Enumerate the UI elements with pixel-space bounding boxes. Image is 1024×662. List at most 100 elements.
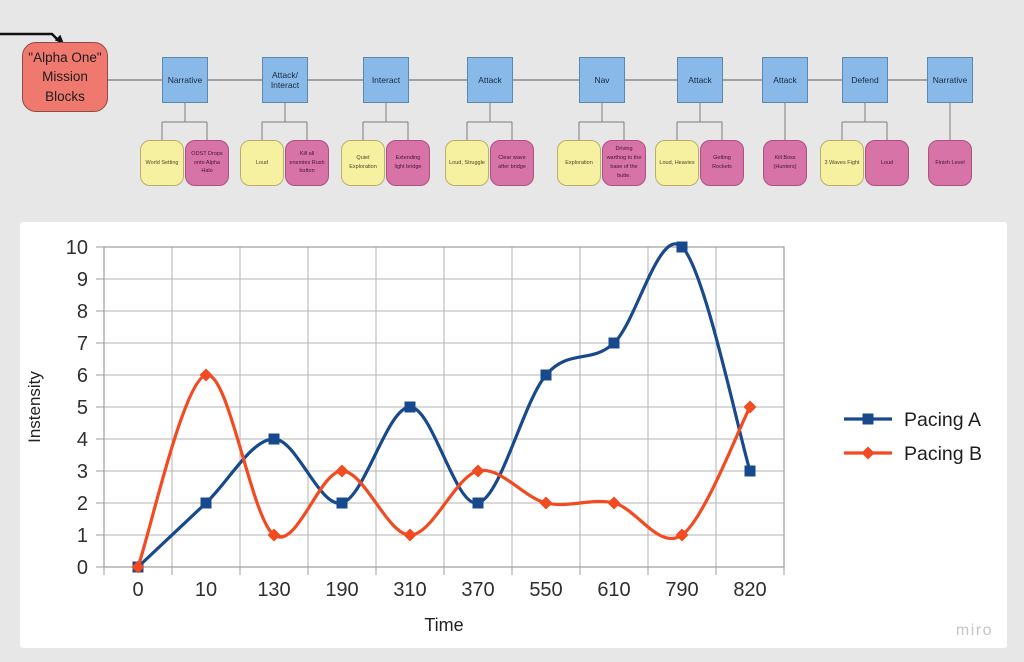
flow-note-odst-drops-onto-alpha-halo[interactable]: ODST Drops onto Alpha Halo xyxy=(185,140,229,186)
flow-stage-label: Attack/ Interact xyxy=(270,69,300,90)
x-tick-label: 10 xyxy=(195,579,217,601)
pacing-chart-panel[interactable]: 0 1 2 3 4 5 6 7 8 9 10 0 10 130 190 310 370 550 610 790 820 T… xyxy=(20,222,1007,648)
legend-label-pacing-a: Pacing A xyxy=(904,409,981,431)
flow-note-label: Kill all enemies Rush button xyxy=(289,150,325,175)
series-marker-pacing-b xyxy=(743,400,757,414)
flow-note-label: Loud, Struggle xyxy=(449,159,485,166)
series-marker-pacing-a xyxy=(472,497,484,509)
plot-border xyxy=(103,246,785,568)
flow-connectors xyxy=(0,32,951,140)
y-tick-label: 1 xyxy=(77,525,88,547)
miro-watermark: miro xyxy=(955,622,993,639)
flow-stage-label: Defend xyxy=(851,74,879,85)
y-tick-label: 2 xyxy=(77,493,88,515)
flow-connector xyxy=(578,103,625,140)
chart-grid xyxy=(96,246,785,575)
flow-connector xyxy=(161,103,208,140)
series-marker-pacing-b xyxy=(675,528,689,542)
flow-stage-node-defend-7[interactable]: Defend xyxy=(842,57,888,103)
flow-stage-node-nav-4[interactable]: Nav xyxy=(579,57,625,103)
flow-note-label: ODST Drops onto Alpha Halo xyxy=(191,150,223,175)
x-tick-label: 370 xyxy=(461,579,494,601)
flow-note-label: Kill Boss (Hunters) xyxy=(773,155,797,170)
flow-note-quiet-exploration[interactable]: Quiet Exploration xyxy=(341,140,385,186)
y-tick-label: 3 xyxy=(77,461,88,483)
y-tick-label: 9 xyxy=(77,269,88,291)
flow-stage-label: Attack xyxy=(478,74,502,85)
flow-note-label: 3 Waves Fight xyxy=(824,159,860,166)
flow-note-label: Clear wave after bridge xyxy=(498,155,526,170)
flow-note-loud-heavies[interactable]: Loud, Heavies xyxy=(655,140,699,186)
flow-connector xyxy=(676,103,723,140)
flow-note-kill-boss-hunters[interactable]: Kill Boss (Hunters) xyxy=(763,140,807,186)
y-tick-label: 4 xyxy=(77,429,88,451)
flow-note-driving-warthog-to-the-base-of-the-butte[interactable]: Driving warthog to the base of the butte… xyxy=(602,140,646,186)
flow-note-label: Loud xyxy=(880,159,894,166)
series-marker-pacing-b xyxy=(539,496,553,510)
flow-note-loud[interactable]: Loud xyxy=(240,140,284,186)
x-tick-label: 190 xyxy=(325,579,358,601)
series-marker-pacing-b xyxy=(131,560,145,574)
flow-note-label: Extending light bridge xyxy=(394,155,422,170)
flow-note-loud-struggle[interactable]: Loud, Struggle xyxy=(445,140,489,186)
series-marker-pacing-b xyxy=(607,496,621,510)
series-marker-pacing-a xyxy=(540,369,552,381)
flow-connector xyxy=(362,103,409,140)
flow-stage-node-interact-2[interactable]: Interact xyxy=(363,57,409,103)
legend-marker-pacing-a xyxy=(862,413,874,425)
flow-note-label: Quiet Exploration xyxy=(349,155,377,170)
arrow-connector xyxy=(0,32,59,41)
x-tick-label: 820 xyxy=(733,579,766,601)
flow-connector xyxy=(466,103,513,140)
series-marker-pacing-a xyxy=(404,401,416,413)
flow-connector xyxy=(261,103,308,140)
y-tick-label: 0 xyxy=(77,557,88,579)
flow-stage-node-attack-6[interactable]: Attack xyxy=(762,57,808,103)
flow-stage-node-attack-5[interactable]: Attack xyxy=(677,57,723,103)
flow-note-world-setting[interactable]: World Setting xyxy=(140,140,184,186)
flow-note-label: Getting Rockets xyxy=(712,155,732,170)
series-marker-pacing-a xyxy=(744,465,756,477)
series-marker-pacing-a xyxy=(268,433,280,445)
flow-note-getting-rockets[interactable]: Getting Rockets xyxy=(700,140,744,186)
flow-stage-label: Attack xyxy=(688,74,712,85)
flow-note-label: Loud, Heavies xyxy=(659,159,695,166)
flow-root-node[interactable]: "Alpha One" Mission Blocks xyxy=(22,42,108,112)
flow-note-label: Exploration xyxy=(565,159,593,166)
flow-note-kill-all-enemies-rush-button[interactable]: Kill all enemies Rush button xyxy=(285,140,329,186)
flow-connector xyxy=(841,103,888,140)
flow-stage-node-narrative-8[interactable]: Narrative xyxy=(927,57,973,103)
x-tick-label: 310 xyxy=(393,579,426,601)
flow-stage-label: Narrative xyxy=(167,74,203,85)
arrowhead-icon xyxy=(54,34,64,44)
flow-stage-node-narrative-0[interactable]: Narrative xyxy=(162,57,208,103)
series-marker-pacing-b xyxy=(471,464,485,478)
x-tick-label: 130 xyxy=(257,579,290,601)
y-tick-label: 10 xyxy=(66,237,88,259)
flow-stage-node-attack-3[interactable]: Attack xyxy=(467,57,513,103)
flow-note-label: Driving warthog to the base of the butte… xyxy=(606,146,642,179)
flow-note-finish-level[interactable]: Finish Level xyxy=(928,140,972,186)
series-line-pacing-a xyxy=(136,242,752,569)
y-tick-label: 7 xyxy=(77,333,88,355)
x-tick-label: 550 xyxy=(529,579,562,601)
x-axis-title: Time xyxy=(424,615,463,635)
flow-note-3-waves-fight[interactable]: 3 Waves Fight xyxy=(820,140,864,186)
flow-stage-label: Attack xyxy=(773,74,797,85)
y-tick-label: 6 xyxy=(77,365,88,387)
flow-note-exploration[interactable]: Exploration xyxy=(557,140,601,186)
flow-note-loud[interactable]: Loud xyxy=(865,140,909,186)
series-marker-pacing-b xyxy=(403,528,417,542)
flow-note-label: Finish Level xyxy=(935,159,965,166)
flow-root-label: "Alpha One" Mission Blocks xyxy=(28,49,102,104)
flow-note-clear-wave-after-bridge[interactable]: Clear wave after bridge xyxy=(490,140,534,186)
flow-note-extending-light-bridge[interactable]: Extending light bridge xyxy=(386,140,430,186)
y-tick-label: 8 xyxy=(77,301,88,323)
chart-legend: Pacing A Pacing B xyxy=(844,409,982,465)
series-pacing-b xyxy=(131,368,757,574)
flow-stage-label: Interact xyxy=(371,74,401,85)
x-tick-label: 0 xyxy=(132,579,143,601)
series-marker-pacing-a xyxy=(200,497,212,509)
flow-stage-node-attack-interact-1[interactable]: Attack/ Interact xyxy=(262,57,308,103)
